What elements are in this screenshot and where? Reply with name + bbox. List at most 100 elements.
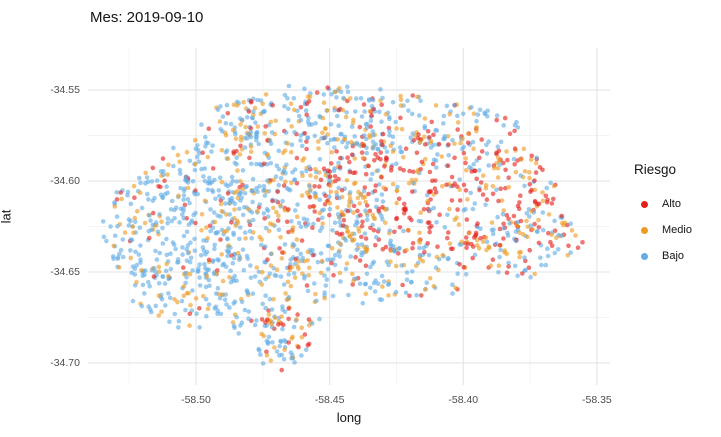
- data-point: [346, 292, 351, 298]
- data-point: [333, 89, 338, 95]
- data-point: [316, 146, 321, 151]
- data-point: [374, 197, 380, 203]
- data-point: [478, 235, 483, 241]
- data-point: [363, 171, 369, 177]
- data-point: [351, 237, 357, 243]
- data-point: [518, 249, 523, 255]
- data-point: [320, 215, 325, 221]
- data-point: [281, 356, 287, 362]
- data-point: [223, 201, 228, 206]
- data-point: [325, 257, 330, 263]
- data-point: [266, 334, 272, 340]
- data-point: [312, 184, 317, 189]
- data-point: [505, 157, 510, 163]
- data-point: [317, 210, 322, 216]
- data-point: [156, 293, 162, 298]
- data-point: [231, 323, 237, 329]
- data-point: [305, 288, 311, 294]
- data-point: [369, 104, 375, 109]
- data-point: [259, 331, 264, 337]
- data-point: [445, 235, 450, 241]
- data-point: [237, 116, 243, 121]
- data-point: [427, 229, 433, 235]
- data-point: [486, 139, 492, 144]
- data-point: [250, 217, 256, 223]
- data-point: [298, 138, 303, 143]
- data-point: [332, 262, 338, 268]
- data-point: [383, 112, 389, 117]
- data-point: [166, 291, 171, 296]
- data-point: [170, 240, 176, 245]
- data-point: [431, 132, 436, 138]
- data-point: [314, 90, 320, 95]
- data-point: [494, 150, 499, 156]
- data-point: [359, 150, 365, 155]
- data-point: [270, 198, 275, 204]
- data-point: [112, 233, 118, 238]
- data-point: [187, 323, 192, 328]
- data-point: [504, 149, 509, 154]
- data-point: [164, 184, 169, 189]
- data-point: [387, 228, 393, 233]
- data-point: [417, 230, 422, 236]
- x-axis-title: long: [336, 410, 362, 425]
- data-point: [549, 243, 555, 248]
- data-point: [484, 151, 490, 156]
- data-point: [184, 258, 190, 263]
- data-point: [395, 184, 400, 190]
- data-point: [338, 131, 343, 137]
- data-point: [237, 206, 242, 212]
- data-point: [235, 250, 241, 256]
- data-point: [168, 266, 174, 272]
- data-point: [383, 244, 389, 250]
- data-point: [274, 273, 279, 279]
- data-point: [304, 190, 310, 195]
- data-point: [483, 183, 489, 188]
- data-point: [274, 267, 280, 272]
- data-point: [242, 145, 248, 150]
- data-point: [559, 213, 564, 219]
- data-point: [317, 228, 323, 234]
- data-point: [133, 249, 138, 255]
- data-point: [363, 263, 369, 269]
- data-point: [161, 172, 166, 178]
- data-point: [294, 155, 300, 161]
- data-point: [150, 222, 156, 228]
- data-point: [160, 156, 166, 161]
- data-point: [404, 247, 409, 253]
- plot-panel-svg: [88, 48, 610, 385]
- data-point: [234, 314, 239, 320]
- data-point: [202, 178, 208, 184]
- data-point: [340, 223, 346, 228]
- data-point: [261, 161, 267, 167]
- data-point: [155, 229, 161, 234]
- data-point: [143, 170, 148, 176]
- data-point: [368, 285, 373, 291]
- data-point: [146, 279, 151, 285]
- data-point: [304, 146, 309, 152]
- data-point: [153, 248, 158, 254]
- data-point: [518, 173, 523, 178]
- data-point: [249, 161, 254, 167]
- data-point: [308, 173, 313, 178]
- data-point: [447, 241, 453, 246]
- data-point: [264, 353, 270, 358]
- data-point: [472, 201, 478, 206]
- data-point: [259, 282, 265, 287]
- data-point: [192, 191, 198, 197]
- data-point: [447, 206, 452, 212]
- data-point: [387, 116, 392, 122]
- data-point: [403, 290, 409, 296]
- data-point: [231, 301, 236, 306]
- data-point: [295, 202, 300, 207]
- data-point: [252, 105, 258, 111]
- data-point: [336, 185, 341, 191]
- data-point: [422, 134, 427, 140]
- data-point: [285, 96, 290, 101]
- data-point: [349, 139, 354, 145]
- data-point: [167, 319, 172, 325]
- data-point: [540, 227, 546, 233]
- data-point: [289, 265, 295, 270]
- data-point: [454, 215, 459, 220]
- data-point: [404, 277, 410, 283]
